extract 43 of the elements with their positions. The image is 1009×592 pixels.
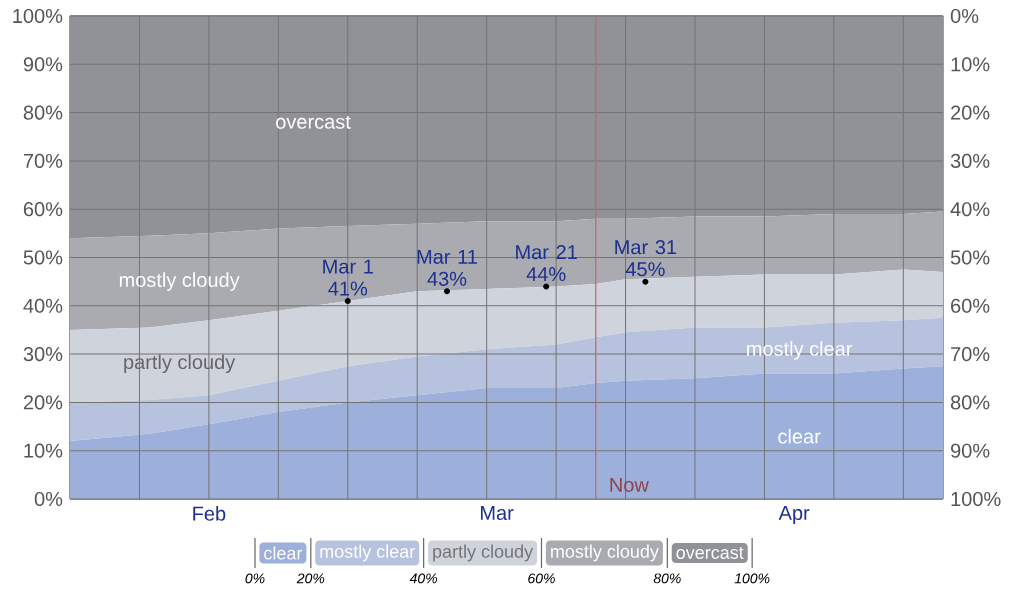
y-tick-label: 60% <box>23 202 63 217</box>
y-tick-label: 20% <box>23 395 63 410</box>
annotation: Mar 1 41% <box>323 259 373 296</box>
y-tick-label: 0% <box>34 491 63 507</box>
text: 20% <box>296 573 325 584</box>
y-tick-label: 50% <box>23 250 63 265</box>
y2-tick-label: 100% <box>951 491 1001 507</box>
y-tick-label: 70% <box>23 153 63 168</box>
text: overcast <box>676 547 744 559</box>
y2-tick-label: 70% <box>951 347 990 362</box>
text: clear <box>264 546 303 560</box>
y-tick-label: 10% <box>24 443 63 458</box>
series-label: overcast <box>276 115 351 129</box>
y2-tick-label: 30% <box>950 153 990 168</box>
y2-tick-label: 50% <box>950 250 990 265</box>
x-tick-label: Apr <box>778 506 810 524</box>
y2-tick-label: 20% <box>951 105 990 120</box>
text: 40% <box>409 573 438 584</box>
text: 0% <box>245 573 265 584</box>
y2-tick-label: 40% <box>950 202 990 217</box>
y2-tick-label: 60% <box>951 298 990 313</box>
text: clear <box>778 428 821 444</box>
y-tick-label: 40% <box>23 298 63 313</box>
annotation: Mar 31 45% <box>615 240 677 277</box>
series-label: mostly cloudy <box>119 272 240 291</box>
y-tick-label: 90% <box>23 57 63 72</box>
annotation: Mar 21 44% <box>516 245 577 282</box>
y2-tick-label: 80% <box>950 395 990 410</box>
y2-tick-label: 10% <box>951 57 990 72</box>
text: partly cloudy <box>433 544 534 562</box>
text: 60% <box>528 573 555 584</box>
x-tick-label: Feb <box>193 506 226 521</box>
text: 100% <box>734 573 770 584</box>
text: mostly cloudy <box>551 544 659 562</box>
annotation: Mar 11 43% <box>417 249 477 286</box>
text: 80% <box>653 573 681 584</box>
text: mostly clear <box>320 544 415 562</box>
y2-tick-label: 90% <box>951 443 990 458</box>
y-tick-label: 30% <box>23 347 63 362</box>
y-tick-label: 100% <box>13 8 63 24</box>
x-tick-label: Mar <box>480 506 514 520</box>
y-tick-label: 80% <box>23 105 63 120</box>
y2-tick-label: 0% <box>950 8 979 24</box>
